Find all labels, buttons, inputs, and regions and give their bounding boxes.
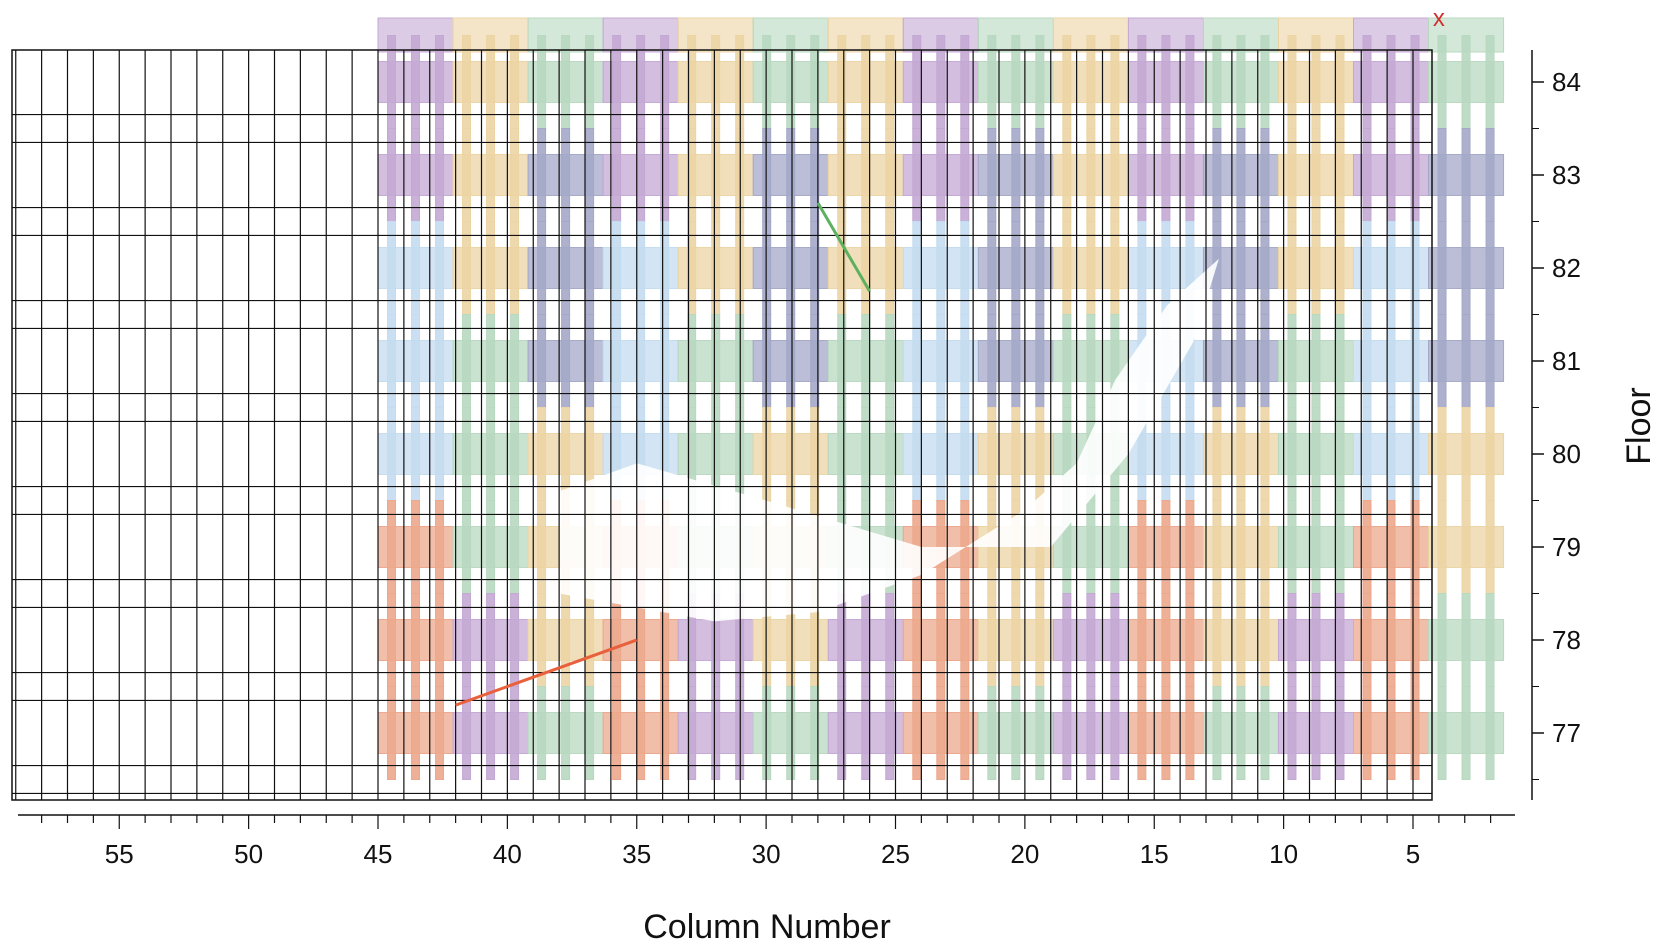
annotation-line — [816, 202, 871, 293]
column-strip — [1437, 314, 1447, 408]
column-strip — [936, 686, 946, 780]
column-strip — [462, 686, 472, 780]
annotation-layer: x — [455, 5, 1445, 707]
x-tick-label: 50 — [234, 839, 263, 869]
x-tick-label: 35 — [622, 839, 651, 869]
y-tick-label: 80 — [1552, 439, 1581, 469]
column-strip — [1035, 686, 1045, 780]
column-strip — [1461, 35, 1471, 129]
column-strip — [1185, 686, 1195, 780]
column-strip — [1461, 686, 1471, 780]
column-strip — [1161, 686, 1171, 780]
x-tick-label: 25 — [881, 839, 910, 869]
column-strip — [1311, 686, 1321, 780]
column-strip — [1485, 128, 1495, 222]
column-strip — [1485, 500, 1495, 594]
column-strip — [1212, 686, 1222, 780]
column-strip — [1437, 35, 1447, 129]
column-strip — [1335, 686, 1345, 780]
column-strip — [1437, 500, 1447, 594]
column-strip — [1062, 686, 1072, 780]
x-tick-label: 45 — [364, 839, 393, 869]
column-strip — [1485, 593, 1495, 687]
x-tick-label: 20 — [1010, 839, 1039, 869]
x-axis-label: Column Number — [643, 908, 891, 946]
column-strip — [1287, 686, 1297, 780]
column-strip — [786, 686, 796, 780]
column-strip-layer — [387, 35, 1495, 780]
column-strip — [1485, 686, 1495, 780]
column-strip — [960, 686, 970, 780]
column-strip — [486, 686, 496, 780]
column-strip — [612, 686, 622, 780]
annotation-line — [455, 638, 638, 707]
y-tick-label: 83 — [1552, 160, 1581, 190]
column-strip — [687, 686, 697, 780]
column-strip — [1485, 221, 1495, 315]
column-strip — [1437, 407, 1447, 501]
column-strip — [1437, 686, 1447, 780]
damage-hole — [559, 258, 1219, 622]
column-strip — [561, 686, 571, 780]
column-strip — [411, 686, 421, 780]
column-strip — [1110, 686, 1120, 780]
x-tick-label: 10 — [1269, 839, 1298, 869]
y-tick-label: 79 — [1552, 532, 1581, 562]
annotation-marker: x — [1433, 5, 1445, 32]
column-strip — [1461, 128, 1471, 222]
y-axis-label: Floor — [1620, 387, 1658, 464]
column-strip — [1260, 686, 1270, 780]
y-tick-label: 78 — [1552, 625, 1581, 655]
x-tick-label: 30 — [752, 839, 781, 869]
column-strip — [660, 686, 670, 780]
column-strip — [837, 686, 847, 780]
column-strip — [1137, 686, 1147, 780]
column-strip — [1485, 407, 1495, 501]
y-tick-label: 84 — [1552, 67, 1581, 97]
y-tick-label: 77 — [1552, 718, 1581, 748]
column-strip — [810, 686, 820, 780]
column-strip — [435, 686, 445, 780]
column-strip — [1461, 314, 1471, 408]
column-strip — [1437, 221, 1447, 315]
x-tick-label: 40 — [493, 839, 522, 869]
x-tick-label: 5 — [1406, 839, 1420, 869]
grid-layer — [11, 49, 1433, 801]
column-strip — [510, 686, 520, 780]
x-tick-label: 55 — [105, 839, 134, 869]
y-tick-label: 82 — [1552, 253, 1581, 283]
column-strip — [1485, 314, 1495, 408]
column-strip — [1461, 221, 1471, 315]
column-strip — [585, 686, 595, 780]
column-strip — [537, 686, 547, 780]
column-strip — [1437, 128, 1447, 222]
x-tick-label: 15 — [1140, 839, 1169, 869]
column-strip — [1461, 500, 1471, 594]
axis-layer: 84 83 82 81 80 79 78 77 55 50 45 40 35 30 25 20 15 10 5 — [18, 50, 1581, 869]
column-strip — [912, 686, 922, 780]
column-strip — [1236, 686, 1246, 780]
column-strip — [1461, 407, 1471, 501]
column-strip — [1362, 686, 1372, 780]
damage-hole-layer — [559, 258, 1219, 622]
y-tick-label: 81 — [1552, 346, 1581, 376]
column-strip — [1086, 686, 1096, 780]
column-strip — [1011, 686, 1021, 780]
column-strip — [987, 686, 997, 780]
column-strip — [885, 686, 895, 780]
column-strip — [1461, 593, 1471, 687]
column-strip — [1410, 686, 1420, 780]
column-strip — [711, 686, 721, 780]
column-strip — [387, 686, 397, 780]
column-strip — [1485, 35, 1495, 129]
column-strip — [1437, 593, 1447, 687]
